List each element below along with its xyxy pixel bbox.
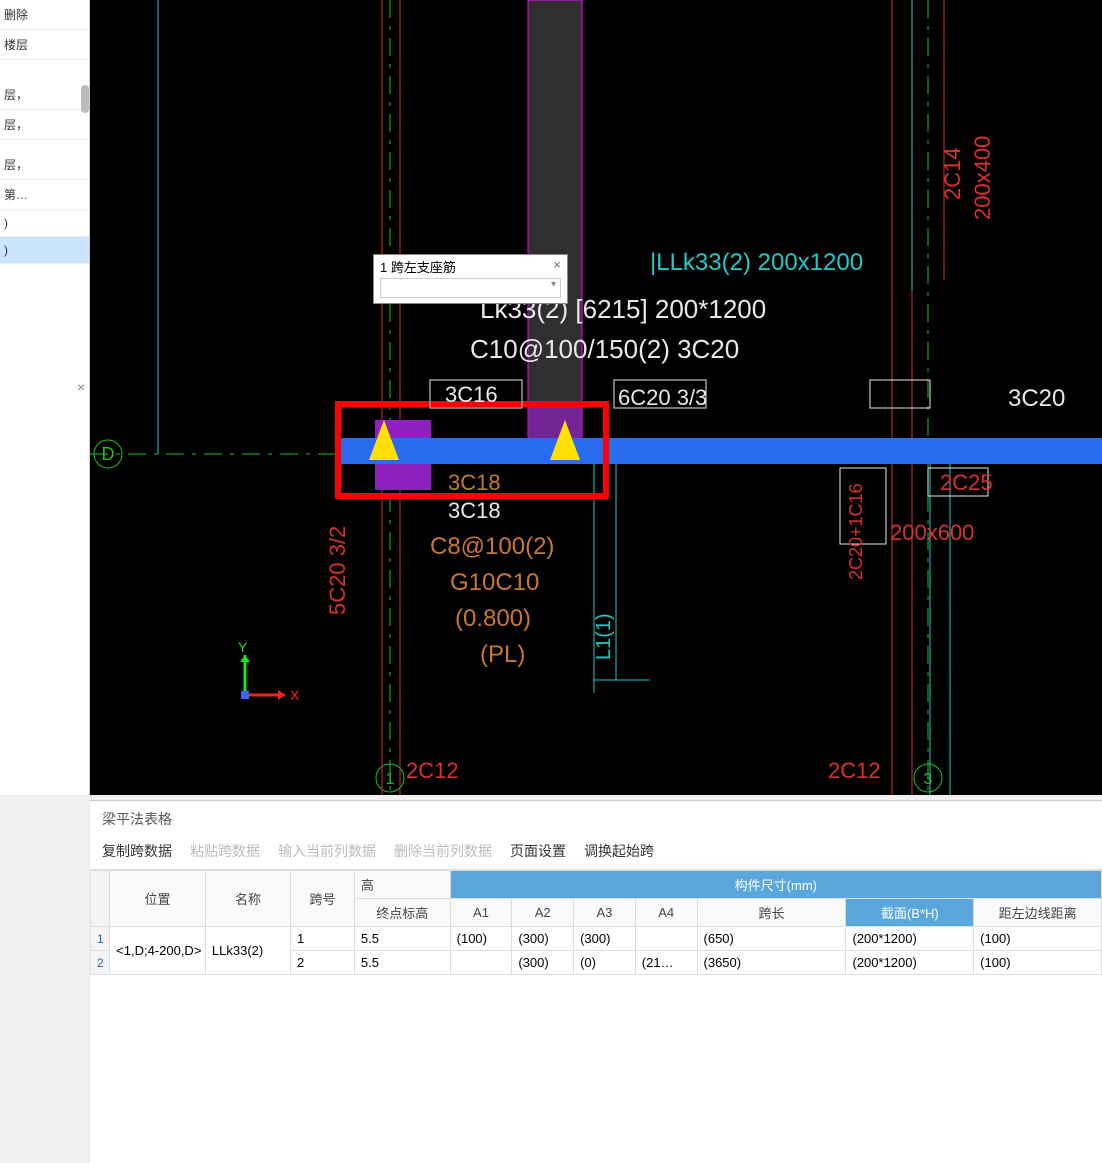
panel-title: 梁平法表格: [90, 801, 1102, 837]
tooltip-dropdown[interactable]: [380, 278, 561, 298]
svg-text:3C20: 3C20: [1008, 385, 1065, 412]
left-tree-panel: 删除 楼层 层， 层， 层， 第… ) ) ×: [0, 0, 90, 795]
tree-item-selected[interactable]: ): [0, 237, 89, 264]
table-row[interactable]: 1 <1,D;4-200,D> LLk33(2) 1 5.5 (100) (30…: [91, 927, 1102, 951]
delete-col-button[interactable]: 删除当前列数据: [394, 841, 492, 861]
svg-text:3C18: 3C18: [448, 498, 501, 523]
svg-text:(PL): (PL): [480, 641, 525, 668]
svg-text:2C12: 2C12: [828, 758, 881, 783]
svg-text:|LLk33(2) 200x1200: |LLk33(2) 200x1200: [650, 249, 863, 276]
input-col-button[interactable]: 输入当前列数据: [278, 841, 376, 861]
tree-item[interactable]: 删除: [0, 0, 89, 30]
copy-span-button[interactable]: 复制跨数据: [102, 841, 172, 861]
col-a2[interactable]: A2: [512, 899, 574, 927]
svg-text:Y: Y: [238, 640, 248, 655]
col-section[interactable]: 截面(B*H): [846, 899, 974, 927]
page-setup-button[interactable]: 页面设置: [510, 841, 566, 861]
col-h-group[interactable]: 高: [354, 871, 450, 899]
svg-text:1: 1: [386, 771, 395, 788]
svg-text:2C25: 2C25: [940, 470, 993, 495]
cad-canvas[interactable]: D 1 3 |LLk33(2) 200x1200 Lk33(2) [6215] …: [90, 0, 1102, 795]
svg-text:G10C10: G10C10: [450, 569, 539, 596]
svg-text:200x400: 200x400: [970, 136, 995, 220]
col-span[interactable]: 跨号: [291, 871, 355, 927]
beam-table[interactable]: 位置 名称 跨号 高 构件尺寸(mm) 终点标高 A1 A2 A3 A4 跨长 …: [90, 870, 1102, 975]
tree-item[interactable]: 层，: [0, 80, 89, 110]
svg-text:3C16: 3C16: [445, 382, 498, 407]
axis-d-label: D: [102, 444, 115, 464]
col-a4[interactable]: A4: [635, 899, 697, 927]
svg-text:200x600: 200x600: [890, 520, 974, 545]
rebar-tooltip: 1 跨左支座筋 ×: [373, 254, 568, 304]
close-icon[interactable]: ×: [77, 379, 85, 395]
tree-item[interactable]: 楼层: [0, 30, 89, 60]
col-a1[interactable]: A1: [450, 899, 512, 927]
svg-text:X: X: [290, 687, 300, 703]
axis-indicator: X Y: [230, 640, 290, 700]
tree-item[interactable]: 第…: [0, 180, 89, 210]
beam-table-panel: 梁平法表格 复制跨数据 粘贴跨数据 输入当前列数据 删除当前列数据 页面设置 调…: [90, 800, 1102, 1163]
svg-text:L1(1): L1(1): [593, 613, 615, 660]
svg-text:6C20 3/3: 6C20 3/3: [618, 385, 707, 410]
svg-text:2C20+1C16: 2C20+1C16: [846, 483, 866, 580]
tree-item[interactable]: 层，: [0, 110, 89, 140]
svg-text:2C14: 2C14: [940, 147, 965, 200]
svg-text:C8@100(2): C8@100(2): [430, 533, 554, 560]
col-a3[interactable]: A3: [574, 899, 636, 927]
cell-name[interactable]: LLk33(2): [205, 927, 290, 975]
svg-text:2C12: 2C12: [406, 758, 459, 783]
col-dist[interactable]: 距左边线距离: [974, 899, 1102, 927]
svg-text:3C18: 3C18: [448, 470, 501, 495]
paste-span-button[interactable]: 粘贴跨数据: [190, 841, 260, 861]
svg-text:3: 3: [924, 771, 933, 788]
close-icon[interactable]: ×: [553, 257, 561, 276]
tree-item[interactable]: ): [0, 210, 89, 237]
swap-start-button[interactable]: 调换起始跨: [584, 841, 654, 861]
scrollbar-thumb[interactable]: [81, 85, 89, 113]
table-toolbar: 复制跨数据 粘贴跨数据 输入当前列数据 删除当前列数据 页面设置 调换起始跨: [90, 837, 1102, 869]
svg-text:C10@100/150(2) 3C20: C10@100/150(2) 3C20: [470, 334, 739, 364]
svg-text:(0.800): (0.800): [455, 605, 531, 632]
col-len[interactable]: 跨长: [697, 899, 846, 927]
tree-item[interactable]: 层，: [0, 150, 89, 180]
cell-pos[interactable]: <1,D;4-200,D>: [110, 927, 206, 975]
col-h-end[interactable]: 终点标高: [354, 899, 450, 927]
tooltip-title: 1 跨左支座筋: [380, 257, 456, 276]
col-pos[interactable]: 位置: [110, 871, 206, 927]
col-dim-group[interactable]: 构件尺寸(mm): [450, 871, 1101, 899]
col-name[interactable]: 名称: [205, 871, 290, 927]
svg-text:5C20 3/2: 5C20 3/2: [325, 526, 350, 615]
